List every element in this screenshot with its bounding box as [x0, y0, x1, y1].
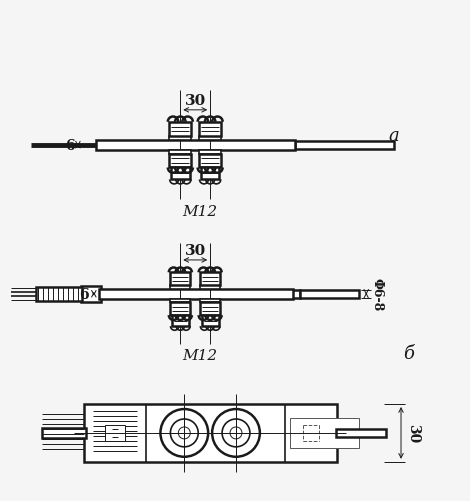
Bar [290, 418, 359, 448]
Bar [99, 289, 293, 299]
Bar [200, 299, 220, 303]
Bar [170, 286, 190, 289]
Bar [81, 286, 101, 302]
Bar [201, 168, 219, 180]
Text: M12: M12 [183, 349, 218, 363]
Text: 6: 6 [65, 138, 75, 152]
Bar [200, 273, 220, 286]
Bar [199, 136, 221, 140]
Bar [295, 141, 394, 149]
Bar [171, 168, 189, 180]
Bar [169, 154, 191, 168]
Text: 30: 30 [406, 423, 420, 443]
Bar [299, 290, 359, 298]
Text: a: a [389, 126, 400, 144]
Bar [199, 123, 221, 136]
Bar [169, 123, 191, 136]
Bar [337, 429, 386, 437]
Text: 30: 30 [185, 94, 206, 108]
Bar [170, 273, 190, 286]
Bar [292, 290, 299, 298]
Bar [199, 150, 221, 154]
Bar [93, 411, 137, 455]
Bar [36, 287, 82, 301]
Bar [42, 428, 86, 438]
Bar [169, 150, 191, 154]
Bar [169, 136, 191, 140]
Bar [170, 303, 190, 316]
Text: 6: 6 [79, 287, 89, 301]
Bar [200, 303, 220, 316]
Bar [172, 316, 189, 327]
Bar [170, 299, 190, 303]
Bar [84, 404, 337, 462]
Text: б: б [403, 345, 415, 363]
Bar [202, 316, 219, 327]
Bar [105, 425, 125, 441]
Text: 30: 30 [185, 243, 206, 258]
Bar [199, 154, 221, 168]
Bar [200, 286, 220, 289]
Bar [96, 140, 295, 150]
Text: Φ6-8: Φ6-8 [370, 278, 383, 311]
Text: M12: M12 [183, 205, 218, 219]
